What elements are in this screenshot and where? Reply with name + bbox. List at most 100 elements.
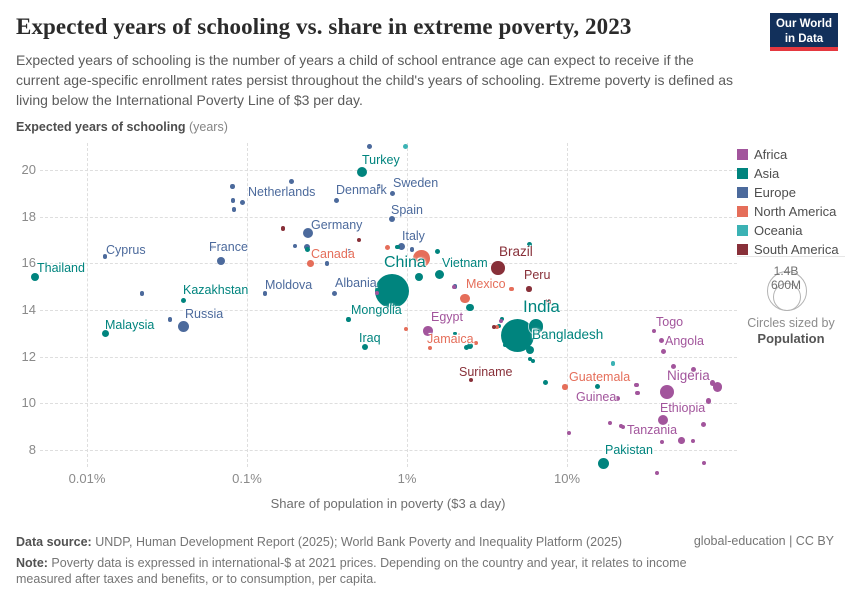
country-label-canada[interactable]: Canada [311,247,355,261]
country-label-angola[interactable]: Angola [665,334,704,348]
country-label-tanzania[interactable]: Tanzania [627,423,678,437]
data-point[interactable] [526,242,532,248]
country-label-brazil[interactable]: Brazil [499,244,533,259]
data-point[interactable] [434,249,440,255]
data-point[interactable] [209,244,214,250]
data-point-germany[interactable] [302,227,313,238]
owid-logo[interactable]: Our World in Data [770,13,838,47]
data-point-thailand[interactable] [30,273,39,282]
data-point-brazil[interactable] [491,261,505,275]
country-label-sweden[interactable]: Sweden [393,176,439,190]
data-point-mexico[interactable] [460,293,470,303]
legend-item-africa[interactable]: Africa [737,147,847,162]
data-point[interactable] [346,249,352,254]
data-point-peru[interactable] [526,286,532,292]
data-point-china[interactable] [375,274,410,309]
data-point-bangladesh[interactable] [528,319,544,334]
data-point-pakistan[interactable] [598,458,610,470]
data-point[interactable] [530,359,535,364]
license-link[interactable]: global-education | CC BY [693,534,834,548]
data-point[interactable] [654,470,660,476]
data-point[interactable] [610,361,616,366]
data-point[interactable] [607,420,613,426]
data-point[interactable] [526,345,535,354]
country-label-germany[interactable]: Germany [311,218,363,232]
data-point[interactable] [545,299,551,305]
country-label-cyprus[interactable]: Cyprus [106,243,146,257]
country-label-pakistan[interactable]: Pakistan [605,443,653,457]
data-point[interactable] [492,325,497,329]
data-point-mongolia[interactable] [346,317,351,322]
legend-item-oceania[interactable]: Oceania [737,223,847,238]
data-point-guatemala[interactable] [562,384,568,390]
data-point-jamaica[interactable] [474,340,479,345]
data-point[interactable] [453,331,457,336]
data-point[interactable] [375,290,380,295]
data-point-albania[interactable] [331,291,337,297]
country-label-france[interactable]: France [209,240,248,254]
data-point[interactable] [466,303,474,312]
country-label-suriname[interactable]: Suriname [459,365,513,379]
data-point[interactable] [356,237,362,243]
data-point[interactable] [464,344,470,350]
data-point[interactable] [635,390,640,396]
data-point[interactable] [413,250,430,267]
data-point[interactable] [230,184,235,189]
data-point-sweden[interactable] [389,190,395,196]
data-point[interactable] [690,366,696,372]
data-point[interactable] [509,286,514,292]
data-point-spain[interactable] [389,215,396,222]
data-point[interactable] [366,144,372,150]
data-point-kazakhstan[interactable] [180,298,186,304]
data-point[interactable] [402,144,409,150]
data-point[interactable] [280,226,286,231]
country-label-moldova[interactable]: Moldova [265,278,313,292]
data-point[interactable] [503,342,508,347]
country-label-thailand[interactable]: Thailand [37,261,85,275]
country-label-guinea[interactable]: Guinea [576,390,617,404]
data-point[interactable] [376,184,382,189]
data-point[interactable] [231,198,236,203]
data-point[interactable] [702,461,707,466]
data-point-angola[interactable] [658,337,665,343]
country-label-russia[interactable]: Russia [185,307,224,321]
data-point[interactable] [700,422,706,428]
country-label-malaysia[interactable]: Malaysia [105,318,155,332]
data-point[interactable] [395,244,400,250]
data-point[interactable] [139,291,144,296]
data-point-russia[interactable] [177,320,189,332]
data-point[interactable] [403,326,408,331]
data-point-netherlands[interactable] [240,200,246,206]
country-label-guatemala[interactable]: Guatemala [569,370,631,384]
data-point[interactable] [494,325,499,329]
data-point[interactable] [167,317,173,322]
data-point[interactable] [671,364,677,370]
data-point-vietnam[interactable] [435,270,445,280]
country-label-india[interactable]: India [523,297,560,316]
data-point[interactable] [621,425,626,430]
data-point[interactable] [497,324,502,329]
country-label-jamaica[interactable]: Jamaica [427,332,474,346]
country-label-vietnam[interactable]: Vietnam [442,256,488,270]
country-label-kazakhstan[interactable]: Kazakhstan [183,283,249,297]
data-point[interactable] [660,440,665,445]
data-point[interactable] [292,243,298,248]
data-point[interactable] [542,379,548,385]
data-point[interactable] [428,346,433,350]
country-label-albania[interactable]: Albania [335,276,377,290]
legend-item-south-america[interactable]: South America [737,242,847,257]
data-point[interactable] [499,318,504,323]
data-point[interactable] [527,356,532,361]
data-point[interactable] [466,343,473,350]
country-label-bangladesh[interactable]: Bangladesh [532,327,604,342]
country-label-italy[interactable]: Italy [402,229,425,243]
country-label-mongolia[interactable]: Mongolia [351,303,402,317]
data-point-tanzania[interactable] [678,437,685,444]
data-point-cyprus[interactable] [103,254,108,259]
data-point[interactable] [409,247,414,252]
data-point[interactable] [712,382,722,392]
data-point[interactable] [595,384,601,390]
country-label-netherlands[interactable]: Netherlands [248,185,316,199]
country-label-togo[interactable]: Togo [656,315,684,329]
data-point[interactable] [415,273,424,282]
